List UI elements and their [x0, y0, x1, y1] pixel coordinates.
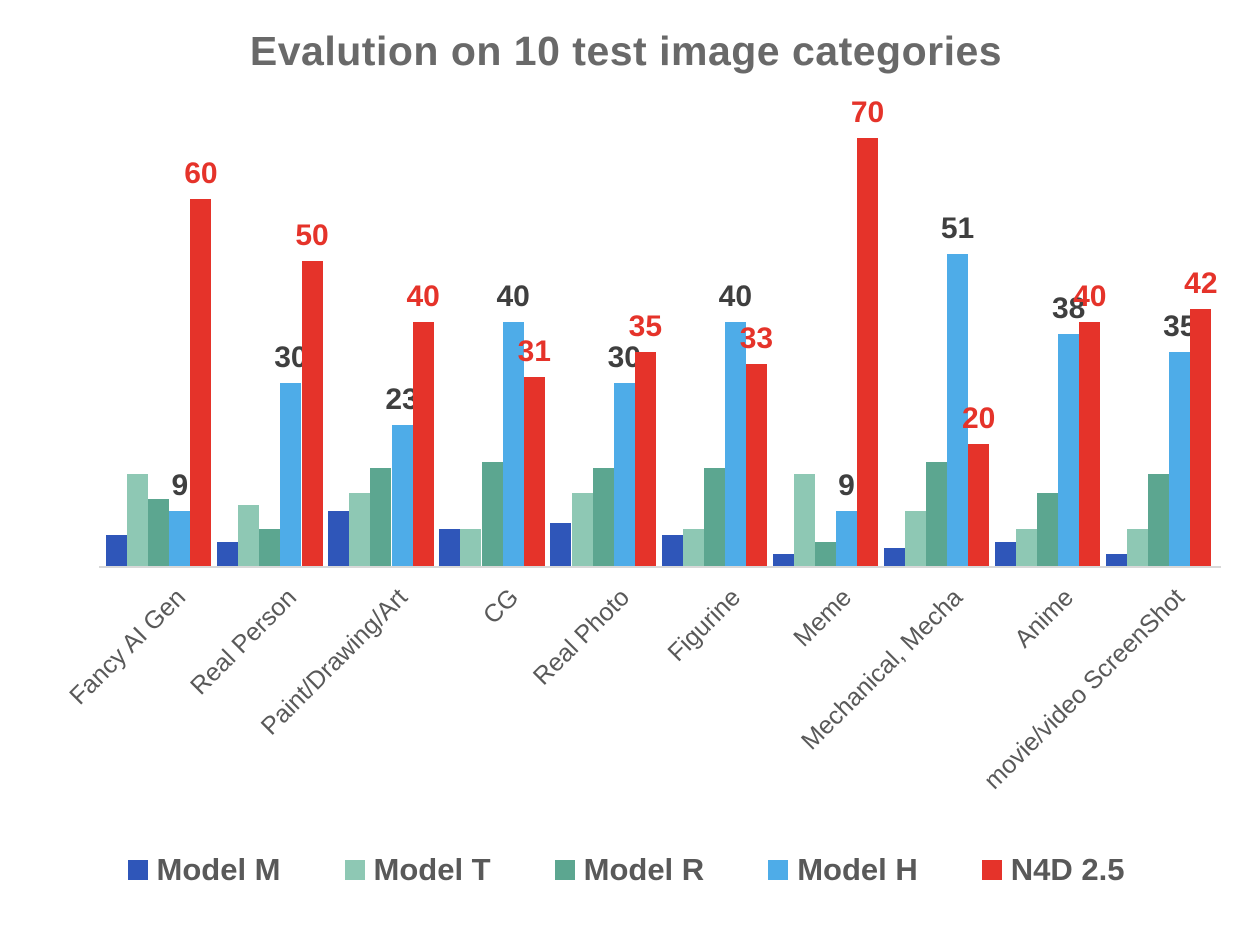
bar-model-t-cat8: [1015, 529, 1037, 566]
legend-label: Model H: [797, 852, 918, 887]
bar-n4d-2-5-cat3: [523, 376, 545, 566]
bar-model-h-cat8: [1058, 333, 1080, 566]
bar-n4d-2-5-cat9: [1190, 309, 1212, 566]
bar-n4d-2-5-cat7: [968, 443, 990, 566]
bar-value-label: 33: [739, 322, 774, 356]
bar-model-h-cat6: [835, 511, 857, 566]
bar-model-t-cat5: [682, 529, 704, 566]
legend-label: Model R: [583, 852, 705, 887]
bar-model-r-cat9: [1148, 474, 1170, 566]
bar-model-h-cat9: [1169, 352, 1191, 566]
legend-swatch-icon: [981, 860, 1002, 880]
bar-n4d-2-5-cat8: [1079, 321, 1101, 566]
bar-n4d-2-5-cat6: [857, 138, 879, 566]
legend-swatch-icon: [768, 860, 789, 880]
bar-n4d-2-5-cat4: [634, 352, 656, 566]
bar-value-label: 51: [940, 212, 975, 246]
bar-model-r-cat2: [370, 468, 392, 566]
bar-model-t-cat1: [238, 504, 260, 566]
bar-model-t-cat3: [460, 529, 482, 566]
bar-model-m-cat0: [106, 535, 128, 566]
bar-model-m-cat1: [217, 541, 239, 566]
x-axis-label: movie/video ScreenShot: [979, 583, 1191, 795]
bar-n4d-2-5-cat5: [745, 364, 767, 566]
bar-model-h-cat0: [169, 511, 191, 566]
bar-model-m-cat8: [994, 541, 1016, 566]
bar-value-label: 35: [628, 310, 663, 344]
bar-model-t-cat9: [1127, 529, 1149, 566]
bar-model-h-cat1: [280, 382, 302, 566]
bar-model-r-cat8: [1037, 492, 1059, 566]
bar-model-m-cat7: [883, 547, 905, 566]
bar-model-r-cat0: [148, 498, 170, 566]
chart-title: Evalution on 10 test image categories: [249, 28, 1003, 74]
bar-n4d-2-5-cat2: [412, 321, 434, 566]
bar-model-m-cat3: [439, 529, 461, 566]
bar-model-h-cat7: [947, 254, 969, 566]
bar-model-r-cat5: [703, 468, 725, 566]
bar-model-r-cat4: [592, 468, 614, 566]
bar-model-h-cat2: [391, 425, 413, 566]
bar-value-label: 50: [295, 218, 329, 252]
legend: Model M Model T Model R Model H N4D 2.5: [0, 852, 1252, 888]
legend-label: Model M: [156, 852, 281, 887]
x-axis-line: [99, 566, 1221, 568]
legend-swatch-icon: [127, 860, 148, 880]
legend-swatch-icon: [344, 860, 365, 880]
bar-value-label: 42: [1184, 267, 1218, 301]
bar-n4d-2-5-cat1: [301, 260, 323, 566]
bar-model-h-cat3: [502, 321, 524, 566]
legend-item-model-m: Model M: [127, 852, 281, 888]
legend-item-model-h: Model H: [768, 852, 918, 888]
bar-value-label: 9: [838, 469, 855, 502]
bar-model-m-cat4: [550, 523, 572, 566]
bar-value-label: 40: [1073, 279, 1107, 313]
bar-model-t-cat7: [904, 511, 926, 566]
bar-model-h-cat5: [724, 321, 746, 566]
bar-model-r-cat1: [259, 529, 281, 566]
legend-label: Model T: [373, 852, 491, 887]
bar-model-r-cat7: [925, 462, 947, 566]
bar-value-label: 20: [961, 401, 996, 435]
bar-model-m-cat2: [328, 511, 350, 566]
legend-swatch-icon: [554, 860, 575, 880]
legend-item-model-r: Model R: [554, 852, 705, 888]
bar-model-r-cat3: [481, 462, 503, 566]
bar-model-t-cat2: [349, 492, 371, 566]
legend-item-model-t: Model T: [344, 852, 491, 888]
bar-value-label: 60: [184, 157, 218, 191]
bar-model-m-cat5: [661, 535, 683, 566]
bar-value-label: 40: [496, 279, 530, 313]
bar-model-r-cat6: [814, 541, 836, 566]
legend-item-n4d-2-5: N4D 2.5: [981, 852, 1125, 888]
bar-value-label: 38: [1051, 291, 1086, 325]
bar-model-h-cat4: [613, 382, 635, 566]
bar-model-t-cat6: [793, 474, 815, 566]
bar-value-label: 31: [517, 334, 551, 368]
legend-label: N4D 2.5: [1010, 852, 1125, 887]
bar-model-t-cat4: [571, 492, 593, 566]
bar-model-m-cat9: [1105, 553, 1127, 566]
bar-value-label: 40: [406, 279, 440, 313]
bar-value-label: 9: [171, 469, 189, 502]
bar-model-t-cat0: [127, 474, 149, 566]
bar-value-label: 70: [850, 96, 885, 130]
bar-model-m-cat6: [772, 553, 794, 566]
bar-value-label: 40: [718, 279, 753, 313]
bar-n4d-2-5-cat0: [190, 199, 212, 566]
